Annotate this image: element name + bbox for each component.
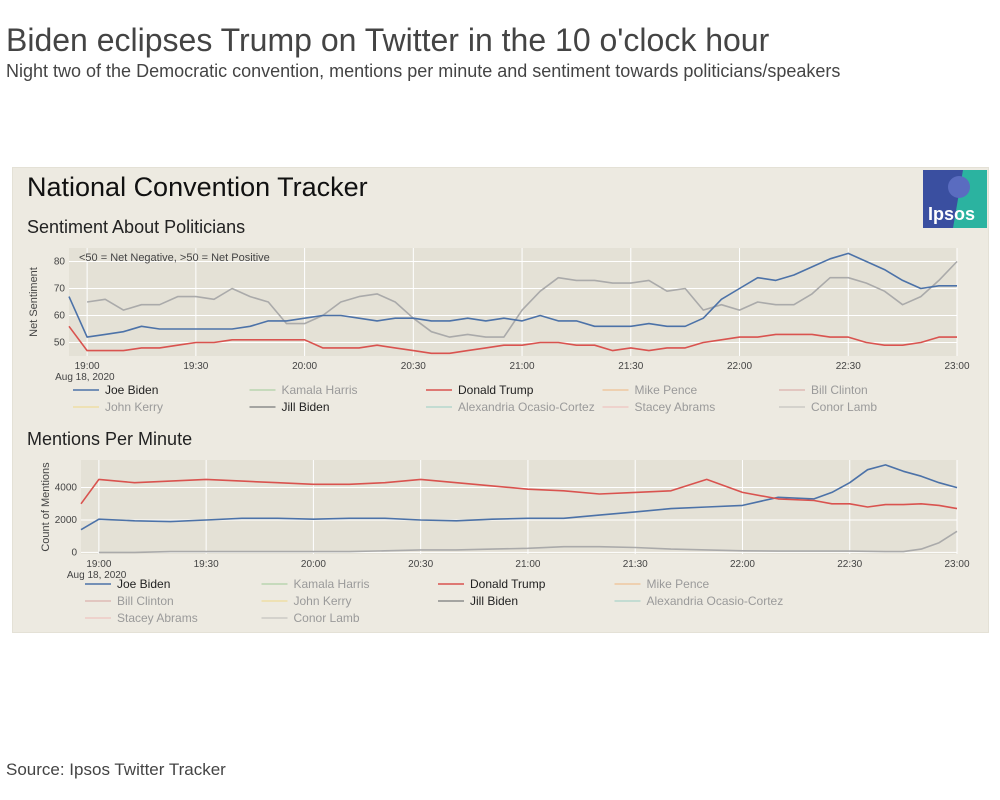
mentions-legend-label-bill-clinton: Bill Clinton <box>117 594 174 608</box>
sentiment-y-tick-label: 70 <box>54 284 66 295</box>
sentiment-legend-label-john-kerry: John Kerry <box>105 400 163 414</box>
subheadline: Night two of the Democratic convention, … <box>6 61 841 81</box>
mentions-y-tick-label: 2000 <box>55 515 78 526</box>
mentions-x-tick-label: 20:00 <box>301 559 326 570</box>
sentiment-legend-label-stacey-abrams: Stacey Abrams <box>635 400 716 414</box>
mentions-series-joe-biden <box>80 464 958 531</box>
sentiment-legend-label-mike-pence: Mike Pence <box>635 383 698 397</box>
tracker-panel: National Convention Tracker Sentiment Ab… <box>12 167 989 633</box>
sentiment-legend-label-kamala-harris: Kamala Harris <box>282 383 358 397</box>
panel-title: National Convention Tracker <box>27 172 368 202</box>
mentions-x-tick-label: 23:00 <box>944 559 969 570</box>
ipsos-logo: Ipsos <box>923 170 987 228</box>
sentiment-legend-label-jill-biden: Jill Biden <box>282 400 330 414</box>
sentiment-y-tick-label: 50 <box>54 338 66 349</box>
mentions-x-tick-label: 21:00 <box>515 559 540 570</box>
mentions-legend-label-stacey-abrams: Stacey Abrams <box>117 611 198 625</box>
sentiment-y-tick-label: 80 <box>54 257 66 268</box>
mentions-x-tick-label: 19:00 <box>86 559 111 570</box>
logo-head-icon <box>948 176 970 198</box>
mentions-legend-label-conor-lamb: Conor Lamb <box>294 611 360 625</box>
mentions-legend-label-jill-biden: Jill Biden <box>470 594 518 608</box>
mentions-legend-label-john-kerry: John Kerry <box>294 594 352 608</box>
sentiment-x-tick-label: 23:00 <box>944 361 969 372</box>
sentiment-series-jill-biden <box>86 260 958 338</box>
mentions-x-tick-label: 22:00 <box>730 559 755 570</box>
sentiment-x-tick-label: 21:30 <box>618 361 643 372</box>
sentiment-section-title: Sentiment About Politicians <box>27 217 246 237</box>
mentions-y-tick-label: 0 <box>71 547 77 558</box>
sentiment-legend-label-bill-clinton: Bill Clinton <box>811 383 868 397</box>
sentiment-legend-label-alexandria-ocasio-cortez: Alexandria Ocasio-Cortez <box>458 400 595 414</box>
sentiment-y-axis-title: Net Sentiment <box>28 267 40 337</box>
mentions-x-tick-label: 19:30 <box>194 559 219 570</box>
mentions-legend-label-joe-biden: Joe Biden <box>117 577 170 591</box>
mentions-y-axis-title: Count of Mentions <box>40 462 52 552</box>
mentions-section-title: Mentions Per Minute <box>27 429 193 449</box>
sentiment-x-tick-label: 20:30 <box>401 361 426 372</box>
mentions-x-tick-label: 20:30 <box>408 559 433 570</box>
mentions-x-tick-label: 22:30 <box>837 559 862 570</box>
sentiment-legend-label-donald-trump: Donald Trump <box>458 383 534 397</box>
mentions-date-label: Aug 18, 2020 <box>67 570 127 581</box>
sentiment-x-tick-label: 19:00 <box>75 361 100 372</box>
sentiment-x-tick-label: 19:30 <box>183 361 208 372</box>
mentions-legend-label-donald-trump: Donald Trump <box>470 577 546 591</box>
mentions-series-donald-trump <box>80 478 958 510</box>
sentiment-series-donald-trump <box>68 325 957 355</box>
sentiment-y-tick-label: 60 <box>54 311 66 322</box>
sentiment-x-tick-label: 21:00 <box>510 361 535 372</box>
sentiment-x-tick-label: 22:30 <box>836 361 861 372</box>
sentiment-x-tick-label: 20:00 <box>292 361 317 372</box>
logo-text: Ipsos <box>928 204 975 224</box>
headline: Biden eclipses Trump on Twitter in the 1… <box>6 22 770 58</box>
mentions-series-jill-biden <box>98 530 958 554</box>
sentiment-legend-label-joe-biden: Joe Biden <box>105 383 158 397</box>
sentiment-annotation: <50 = Net Negative, >50 = Net Positive <box>79 252 270 264</box>
mentions-plot-area <box>81 460 957 554</box>
sentiment-date-label: Aug 18, 2020 <box>55 372 115 383</box>
sentiment-plot-area <box>69 248 957 356</box>
mentions-y-tick-label: 4000 <box>55 483 78 494</box>
mentions-chart: 0 2000 4000 19:00 19:30 20:00 20:30 21:00 21:30 2… <box>40 460 970 625</box>
sentiment-x-tick-label: 22:00 <box>727 361 752 372</box>
sentiment-legend-label-conor-lamb: Conor Lamb <box>811 400 877 414</box>
sentiment-chart: 50 60 70 80 19:00 19:30 20:00 20:30 21:00 21:30 22… <box>28 248 970 414</box>
mentions-legend-label-kamala-harris: Kamala Harris <box>294 577 370 591</box>
sentiment-series-joe-biden <box>68 252 957 338</box>
source-note: Source: Ipsos Twitter Tracker <box>6 760 226 779</box>
mentions-x-tick-label: 21:30 <box>623 559 648 570</box>
mentions-legend-label-mike-pence: Mike Pence <box>647 577 710 591</box>
mentions-legend-label-alexandria-ocasio-cortez: Alexandria Ocasio-Cortez <box>647 594 784 608</box>
